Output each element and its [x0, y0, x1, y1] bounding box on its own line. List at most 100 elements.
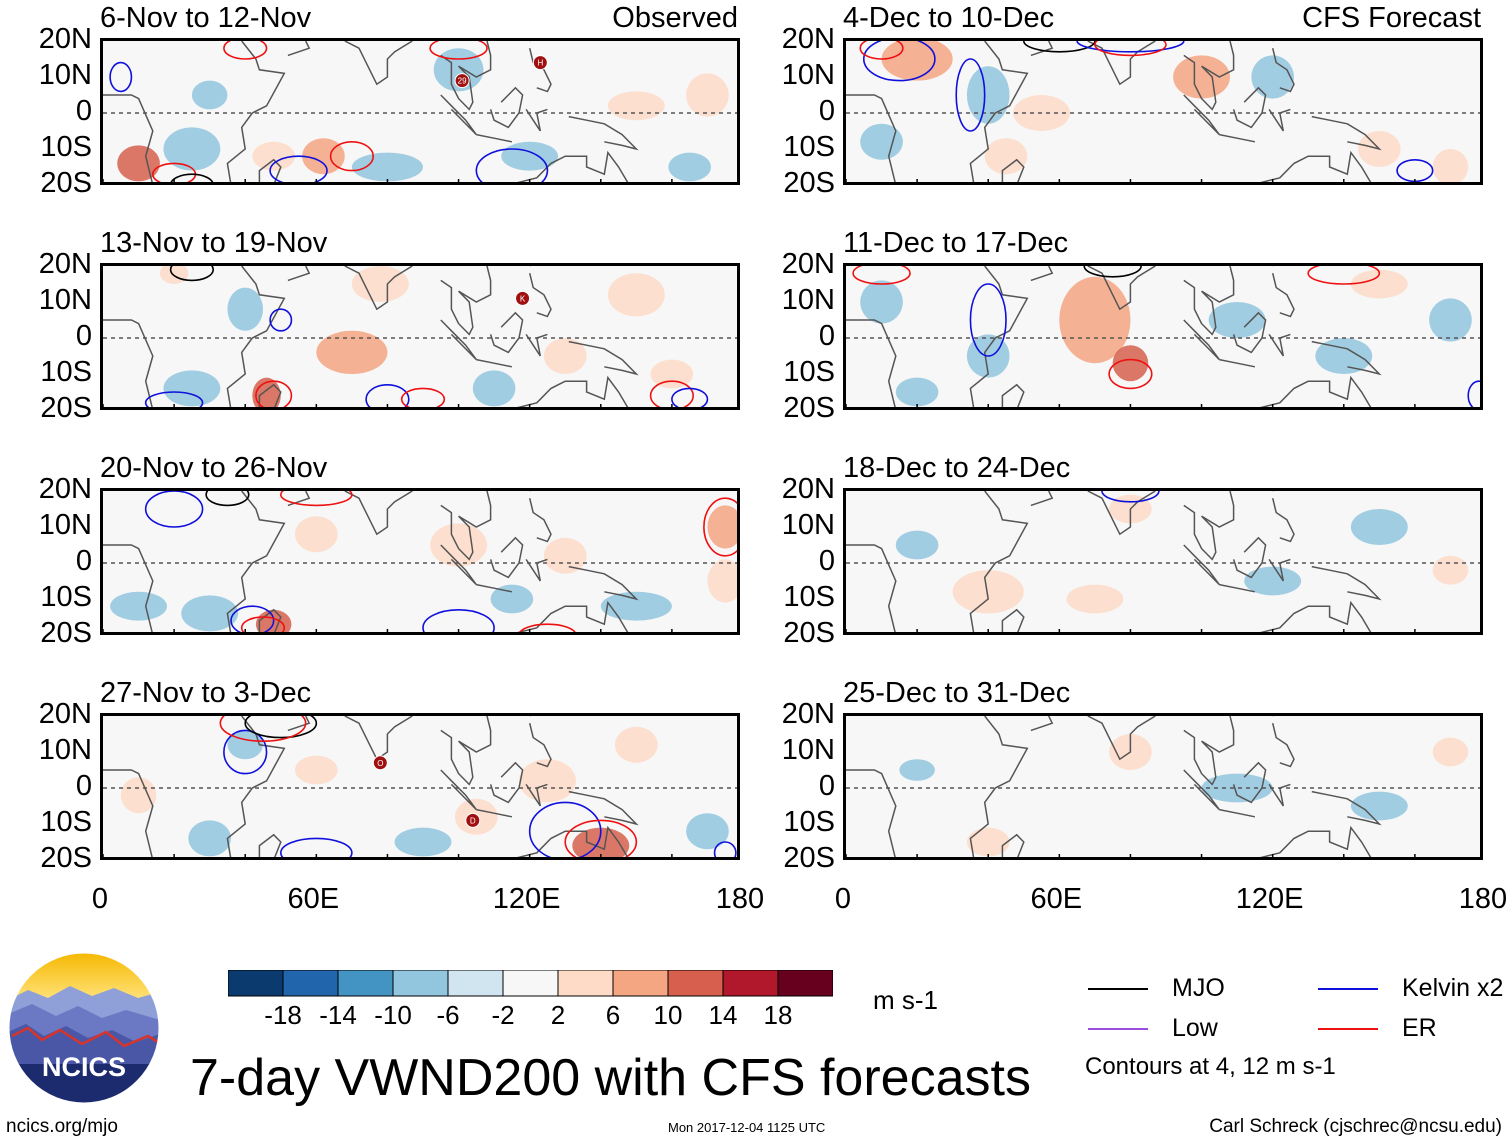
- colorbar-label: -18: [264, 1000, 302, 1030]
- ncics-logo: NCICS: [8, 952, 160, 1104]
- storm-marker: K: [515, 290, 531, 306]
- coastline: [528, 498, 552, 543]
- wave-contour: [230, 605, 275, 632]
- y-tick-label: 10N: [38, 734, 92, 766]
- anomaly-area: [430, 523, 487, 567]
- y-tick-label: 0: [75, 320, 92, 352]
- colorbar-label: -6: [436, 1000, 460, 1030]
- wave-contour: [144, 391, 204, 407]
- coastline: [1183, 491, 1235, 561]
- anomaly-area: [519, 759, 576, 803]
- forecast-column-label: CFS Forecast: [1302, 2, 1481, 34]
- coastline: [287, 266, 311, 282]
- coastline: [1268, 333, 1291, 357]
- colorbar-swatch: [337, 970, 394, 997]
- anomaly-area: [1201, 773, 1273, 803]
- footer-source-link[interactable]: ncics.org/mjo: [6, 1116, 118, 1137]
- anomaly-area: [1432, 149, 1469, 182]
- y-tick-label: 10N: [781, 59, 835, 91]
- coastline: [440, 94, 477, 136]
- y-tick-label: 10S: [40, 581, 92, 613]
- wave-contour: [671, 387, 709, 407]
- coastline: [1271, 48, 1295, 93]
- wave-contour: [109, 61, 133, 93]
- anomaly-area: [1315, 338, 1373, 374]
- coastline: [226, 41, 286, 182]
- forecast-panel-period-2: 11-Dec to 17-Dec: [843, 227, 1069, 259]
- wave-contour: [1307, 266, 1381, 285]
- anomaly-area: [181, 595, 239, 632]
- anomaly-area: [895, 530, 939, 560]
- coastline: [440, 716, 492, 786]
- observed-panel-period-3: 20-Nov to 26-Nov: [100, 452, 328, 484]
- coastline: [1311, 565, 1382, 601]
- coastline: [568, 340, 639, 376]
- coastline: [1183, 266, 1235, 336]
- y-tick-label: 20N: [781, 248, 835, 280]
- wave-contour: [255, 380, 293, 407]
- coastline: [1311, 790, 1382, 826]
- coastline: [1001, 383, 1025, 407]
- anomaly-area: [252, 141, 295, 171]
- coastline: [1183, 94, 1220, 136]
- coastline: [226, 716, 286, 857]
- forecast-panel-period-3: 18-Dec to 24-Dec: [843, 452, 1071, 484]
- wave-contour: [1108, 358, 1153, 390]
- y-tick-label: 10N: [781, 284, 835, 316]
- anomaly-area: [351, 266, 409, 302]
- coastline: [1232, 311, 1267, 354]
- storm-marker: 29: [454, 73, 470, 89]
- coastline: [489, 761, 524, 804]
- colorbar-label: 18: [763, 1000, 793, 1030]
- y-tick-label: 20N: [781, 698, 835, 730]
- y-tick-label: 20N: [781, 23, 835, 55]
- y-tick-label: 10S: [40, 131, 92, 163]
- coastline: [258, 158, 282, 182]
- coastline: [1260, 375, 1372, 407]
- y-tick-label: 10S: [783, 356, 835, 388]
- y-tick-label: 20S: [40, 842, 92, 874]
- anomaly-area: [1350, 269, 1408, 299]
- coastline: [103, 544, 154, 632]
- coastline: [1219, 583, 1256, 593]
- observed-panel-period-4: 27-Nov to 3-Dec: [100, 677, 312, 709]
- coastline: [1183, 41, 1235, 111]
- coastline: [258, 608, 282, 632]
- coastline: [969, 266, 1029, 407]
- coastline: [1271, 723, 1295, 768]
- coastline: [1260, 825, 1372, 857]
- wave-contour: [279, 491, 353, 507]
- y-tick-label: 10S: [783, 806, 835, 838]
- storm-marker-label: O: [377, 759, 383, 768]
- storm-marker-label: D: [470, 816, 476, 825]
- coastline: [1311, 115, 1382, 151]
- y-tick-label: 10N: [38, 59, 92, 91]
- coastline: [489, 536, 524, 579]
- logo-text: NCICS: [42, 1052, 126, 1082]
- x-tick-label: 0: [834, 883, 852, 915]
- coastline: [517, 375, 629, 407]
- storm-marker-label: K: [520, 294, 526, 303]
- anomaly-area: [295, 516, 338, 553]
- legend-line-er: [1318, 1028, 1378, 1030]
- forecast-map-3: [843, 488, 1483, 635]
- y-tick-label: 10N: [781, 509, 835, 541]
- anomaly-area: [1066, 584, 1124, 614]
- map-canvas: K: [103, 266, 737, 407]
- y-tick-label: 20S: [40, 392, 92, 424]
- anomaly-area: [120, 777, 157, 814]
- wave-contour: [564, 819, 638, 857]
- coastline: [103, 769, 154, 857]
- y-tick-label: 10S: [40, 356, 92, 388]
- wave-contour: [223, 41, 268, 60]
- y-tick-label: 20N: [38, 248, 92, 280]
- legend-label: Kelvin x2: [1402, 974, 1504, 1002]
- anomaly-area: [707, 559, 737, 603]
- y-tick-label: 20S: [783, 167, 835, 199]
- anomaly-area: [668, 152, 712, 182]
- legend-label: ER: [1402, 1014, 1437, 1042]
- y-tick-label: 10S: [783, 131, 835, 163]
- coastline: [476, 808, 513, 818]
- coastline: [525, 108, 548, 132]
- coastline: [525, 783, 548, 807]
